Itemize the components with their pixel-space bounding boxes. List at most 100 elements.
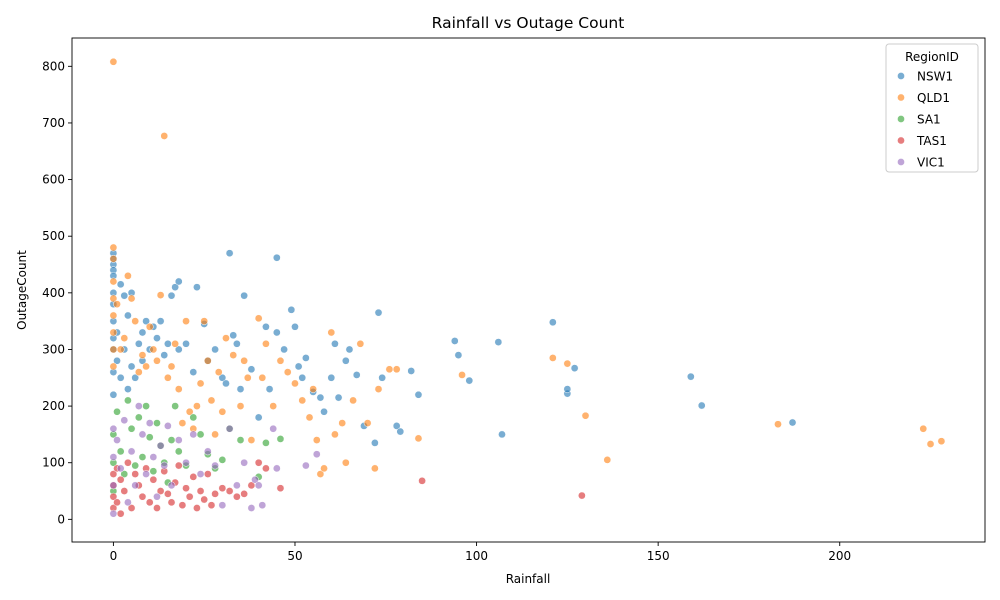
point-nsw1 (374, 308, 383, 317)
point-tas1 (178, 501, 187, 510)
point-nsw1 (142, 317, 150, 325)
point-tas1 (189, 473, 198, 481)
chart-title: Rainfall vs Outage Count (432, 14, 625, 32)
point-vic1 (312, 450, 321, 459)
point-vic1 (109, 509, 118, 518)
point-nsw1 (193, 283, 201, 292)
x-tick-label: 100 (465, 549, 488, 563)
point-sa1 (262, 439, 270, 447)
point-vic1 (131, 481, 140, 490)
plot-frame (71, 37, 986, 543)
point-nsw1 (378, 373, 386, 382)
point-qld1 (109, 277, 118, 286)
legend-title: RegionID (905, 50, 959, 64)
point-vic1 (164, 422, 172, 430)
point-vic1 (124, 498, 132, 507)
points-layer (109, 57, 946, 518)
point-qld1 (349, 396, 357, 405)
point-qld1 (240, 356, 248, 365)
point-qld1 (171, 339, 179, 348)
point-nsw1 (131, 373, 140, 382)
point-vic1 (149, 453, 158, 461)
point-qld1 (338, 419, 347, 427)
point-qld1 (109, 255, 118, 263)
point-qld1 (160, 132, 169, 140)
point-nsw1 (334, 393, 343, 402)
point-tas1 (116, 475, 125, 484)
x-tick-label: 50 (287, 549, 302, 563)
point-tas1 (262, 464, 270, 473)
point-nsw1 (174, 345, 183, 354)
point-qld1 (356, 339, 365, 348)
point-tas1 (138, 492, 147, 501)
point-nsw1 (494, 338, 503, 346)
point-sa1 (120, 470, 129, 478)
point-qld1 (363, 419, 372, 427)
point-nsw1 (548, 318, 557, 327)
point-nsw1 (109, 390, 118, 399)
point-nsw1 (236, 385, 245, 393)
point-qld1 (142, 362, 150, 371)
point-nsw1 (280, 345, 288, 354)
y-axis-label: OutageCount (15, 250, 29, 330)
point-sa1 (276, 435, 285, 443)
point-nsw1 (272, 328, 281, 337)
point-qld1 (153, 356, 161, 365)
point-nsw1 (345, 345, 354, 354)
point-sa1 (149, 467, 158, 476)
point-qld1 (156, 291, 165, 299)
point-sa1 (138, 453, 147, 461)
point-qld1 (138, 351, 147, 359)
point-nsw1 (392, 422, 401, 430)
point-nsw1 (120, 291, 129, 300)
point-qld1 (116, 345, 125, 354)
point-nsw1 (222, 379, 230, 388)
point-qld1 (320, 464, 328, 473)
point-vic1 (203, 447, 212, 456)
point-nsw1 (327, 373, 336, 382)
legend-marker (897, 72, 905, 80)
point-qld1 (109, 345, 118, 354)
point-nsw1 (189, 368, 198, 376)
point-tas1 (182, 484, 190, 493)
point-tas1 (211, 490, 219, 498)
point-qld1 (113, 300, 121, 309)
point-tas1 (418, 476, 426, 485)
point-tas1 (149, 475, 158, 484)
point-vic1 (247, 504, 256, 512)
point-qld1 (312, 436, 321, 444)
point-qld1 (258, 373, 267, 382)
point-nsw1 (298, 373, 307, 382)
point-vic1 (167, 481, 176, 490)
point-qld1 (200, 317, 209, 325)
point-nsw1 (127, 362, 136, 371)
point-nsw1 (396, 427, 405, 436)
legend-box (885, 43, 979, 173)
point-tas1 (109, 470, 118, 478)
point-vic1 (225, 424, 234, 433)
y-tick-label: 800 (42, 59, 65, 73)
point-nsw1 (229, 331, 238, 340)
point-nsw1 (454, 351, 463, 359)
y-tick-label: 300 (42, 342, 65, 356)
point-tas1 (113, 498, 121, 507)
point-vic1 (211, 461, 219, 470)
legend-label: NSW1 (917, 70, 953, 84)
legend-label: TAS1 (916, 134, 947, 148)
point-qld1 (298, 396, 307, 405)
point-qld1 (134, 368, 143, 376)
point-nsw1 (697, 401, 706, 410)
point-tas1 (218, 484, 227, 493)
point-vic1 (145, 419, 154, 427)
point-qld1 (276, 356, 285, 365)
point-tas1 (203, 470, 212, 478)
point-vic1 (138, 430, 147, 439)
point-nsw1 (686, 372, 695, 381)
point-qld1 (218, 407, 227, 416)
point-tas1 (254, 458, 263, 467)
point-qld1 (145, 322, 154, 331)
point-nsw1 (174, 277, 183, 286)
point-tas1 (174, 461, 183, 470)
point-nsw1 (352, 371, 361, 379)
point-tas1 (578, 491, 586, 500)
